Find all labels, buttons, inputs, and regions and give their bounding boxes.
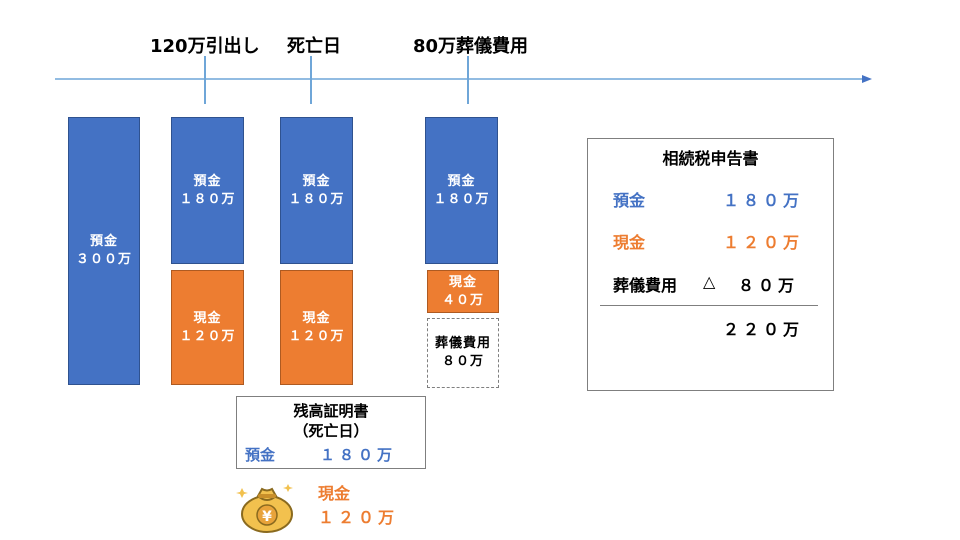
cash-label: 現金 xyxy=(302,310,331,326)
event-label-funeral: 80万葬儀費用 xyxy=(413,36,529,57)
tax-row-deposit-value: １８０万 xyxy=(723,191,804,210)
deposit-box-after-withdrawal: 預金 １８０万 xyxy=(171,117,244,264)
cash-box-death-date: 現金 １２０万 xyxy=(280,270,353,385)
certificate-deposit-label: 預金 xyxy=(245,446,276,464)
event-label-death-date: 死亡日 xyxy=(287,36,341,57)
cash-label: 現金 xyxy=(448,274,477,290)
cash-value: １２０万 xyxy=(179,328,236,344)
deposit-label: 預金 xyxy=(302,173,331,189)
funeral-expense-box: 葬儀費用 ８０万 xyxy=(427,318,499,388)
funeral-label: 葬儀費用 xyxy=(434,336,491,351)
balance-certificate: 残高証明書 （死亡日） 預金 １８０万 xyxy=(236,396,426,469)
cash-note-value: １２０万 xyxy=(318,508,399,527)
certificate-deposit-value: １８０万 xyxy=(320,446,397,464)
cash-box-after-funeral: 現金 ４０万 xyxy=(427,270,499,313)
cash-note-label: 現金 xyxy=(318,484,351,503)
svg-text:¥: ¥ xyxy=(262,509,272,525)
deposit-label: 預金 xyxy=(193,173,222,189)
deposit-label: 預金 xyxy=(89,234,118,249)
tax-row-funeral-label: 葬儀費用 xyxy=(613,276,678,295)
cash-value: ４０万 xyxy=(441,292,484,308)
deposit-value: １８０万 xyxy=(179,191,236,207)
tax-row-cash-value: １２０万 xyxy=(723,233,804,252)
certificate-subtitle: （死亡日） xyxy=(293,422,369,440)
tax-row-funeral-prefix: △ xyxy=(703,272,716,291)
cash-value: １２０万 xyxy=(288,328,345,344)
tax-row-deposit-label: 預金 xyxy=(613,191,646,210)
tax-total-divider xyxy=(600,305,818,306)
deposit-box-initial: 預金 ３００万 xyxy=(68,117,140,385)
certificate-title: 残高証明書 xyxy=(293,402,369,420)
deposit-box-after-funeral: 預金 １８０万 xyxy=(425,117,498,264)
funeral-value: ８０万 xyxy=(441,354,484,369)
tax-total-value: ２２０万 xyxy=(723,320,804,339)
deposit-label: 預金 xyxy=(447,173,476,189)
cash-box-after-withdrawal: 現金 １２０万 xyxy=(171,270,244,385)
deposit-box-death-date: 預金 １８０万 xyxy=(280,117,353,264)
money-bag-icon: ¥ xyxy=(236,478,298,538)
event-tick-funeral xyxy=(467,56,469,104)
event-tick-withdrawal xyxy=(204,56,206,104)
tax-return-title: 相続税申告書 xyxy=(662,149,759,168)
deposit-value: ３００万 xyxy=(75,252,132,267)
tax-row-funeral-value: ８０万 xyxy=(738,276,799,295)
tax-return-panel: 相続税申告書 預金 １８０万 現金 １２０万 葬儀費用 △ ８０万 ２２０万 xyxy=(587,138,834,391)
event-tick-death-date xyxy=(310,56,312,104)
deposit-value: １８０万 xyxy=(288,191,345,207)
deposit-value: １８０万 xyxy=(433,191,490,207)
tax-row-cash-label: 現金 xyxy=(613,233,646,252)
event-label-withdrawal: 120万引出し xyxy=(150,36,260,57)
cash-label: 現金 xyxy=(193,310,222,326)
